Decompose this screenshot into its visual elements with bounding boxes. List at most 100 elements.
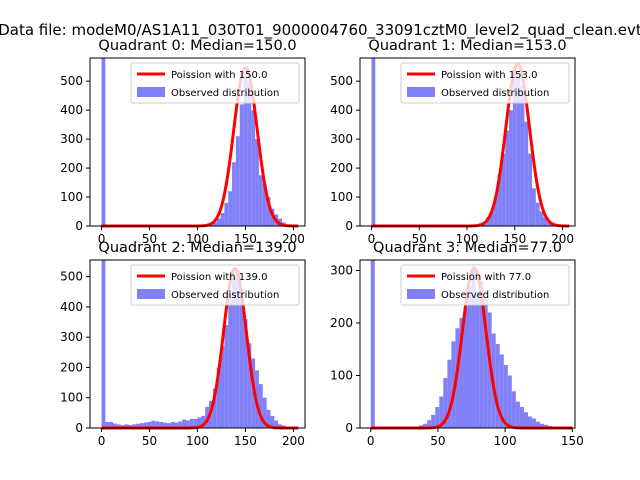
histogram-bar [247,81,252,226]
legend-poisson-label: Poission with 150.0 [171,70,267,81]
histogram-bar [258,384,263,428]
axes-frame [359,259,576,429]
histogram-bar [427,420,432,428]
x-tick-label: 50 [142,232,157,246]
y-tick-label: 400 [60,300,83,314]
histogram-bar [235,136,240,226]
histogram-bar [532,188,536,226]
histogram-bar [143,422,148,428]
histogram-bar [475,291,480,428]
panel-1: 0 50 100 150 200 0 100 200 300 400 500 Quadrant 1: … [330,38,576,246]
histogram-bar [185,420,190,428]
histogram-bar [435,407,440,428]
histogram-bar [216,218,221,226]
figure-suptitle: Data file: modeM0/AS1A11_030T01_90000047… [0,21,640,40]
panel-3: 0 50 100 150 0 100 200 300 Quadrant 3: Median=77… [330,240,584,448]
histogram-bar [251,110,256,226]
histogram-bar [532,418,537,428]
histogram-bar [519,407,524,428]
x-tick-label: 0 [98,232,106,246]
y-tick-label: 200 [60,161,83,175]
y-tick-label: 200 [60,360,83,374]
x-tick-label: 100 [186,434,209,448]
histogram-bar [212,388,217,428]
legend-poisson-label: Poission with 77.0 [441,272,531,283]
legend-observed-swatch [407,289,435,299]
histogram-bar [139,423,144,428]
histogram-bar [239,104,244,226]
histogram-bar [159,421,163,428]
histogram-bar [370,260,375,428]
x-tick-label: 50 [142,434,157,448]
histogram-bar [527,416,532,428]
histogram-bar [507,375,512,428]
y-tick-label: 100 [60,391,83,405]
x-tick-label: 50 [412,232,427,246]
histogram-bar [147,421,152,428]
histogram-bar [101,58,106,226]
histogram-bar [447,359,452,428]
y-tick-label: 500 [330,74,353,88]
histogram-bar [459,317,464,428]
x-tick-label: 100 [456,232,479,246]
histogram-bar [505,130,510,226]
histogram-bar [451,341,456,428]
legend: Poission with 150.0 Observed distribution [130,62,300,104]
histogram-bar [266,409,271,428]
histogram-bar [516,75,521,227]
legend-observed-swatch [407,87,435,97]
histogram-bar [101,260,106,428]
x-tick-label: 150 [503,232,526,246]
histogram-bar [544,424,549,428]
histogram-bar [511,391,516,428]
legend-box [130,62,300,104]
histogram-bar [170,421,175,428]
x-tick-label: 150 [234,232,257,246]
histogram-bar [235,270,240,428]
y-tick-label: 0 [75,421,83,435]
y-tick-label: 500 [60,270,83,284]
y-tick-label: 0 [345,421,353,435]
histogram-bar [228,191,233,226]
histogram-bar [536,421,541,428]
histogram-bar [136,423,140,428]
histogram-bar [220,346,225,428]
histogram-bar [162,422,167,428]
histogram-bar [439,396,444,428]
histogram-bar [128,424,133,428]
panel-0: 0 50 100 150 200 0 100 200 300 400 500 Quadrant 0: … [60,38,306,246]
histogram-bar [528,153,532,226]
y-tick-label: 300 [330,264,353,278]
histogram-bar [547,221,552,226]
legend: Poission with 153.0 Observed distribution [400,62,570,104]
x-tick-label: 200 [282,232,305,246]
y-tick-label: 400 [60,103,83,117]
histogram-bar [499,354,504,428]
legend: Poission with 77.0 Observed distribution [400,264,570,306]
x-tick-label: 0 [98,434,106,448]
histogram-bar [232,276,236,428]
histogram-bar [524,121,529,226]
histogram-bar [255,139,259,226]
histogram-bar [463,307,468,428]
histogram-bar [155,421,160,428]
histogram-bar [178,421,183,428]
histogram-bar [266,197,271,226]
histogram-bar [495,344,500,428]
histogram-bar [479,281,484,428]
histogram-bar [105,421,110,428]
legend-poisson-label: Poission with 153.0 [441,70,537,81]
panel-title: Quadrant 2: Median=139.0 [98,240,296,256]
histogram-bar [247,343,252,428]
histogram-bar [197,417,202,428]
histogram-bar [274,420,279,428]
histogram-bar [212,221,217,226]
histogram-bar [512,69,517,226]
histogram-bars [371,58,563,227]
histogram-bar [174,422,179,428]
x-tick-label: 0 [368,232,376,246]
histogram-bar [193,418,198,428]
histogram-bar [431,414,436,428]
histogram-bar [113,423,117,428]
